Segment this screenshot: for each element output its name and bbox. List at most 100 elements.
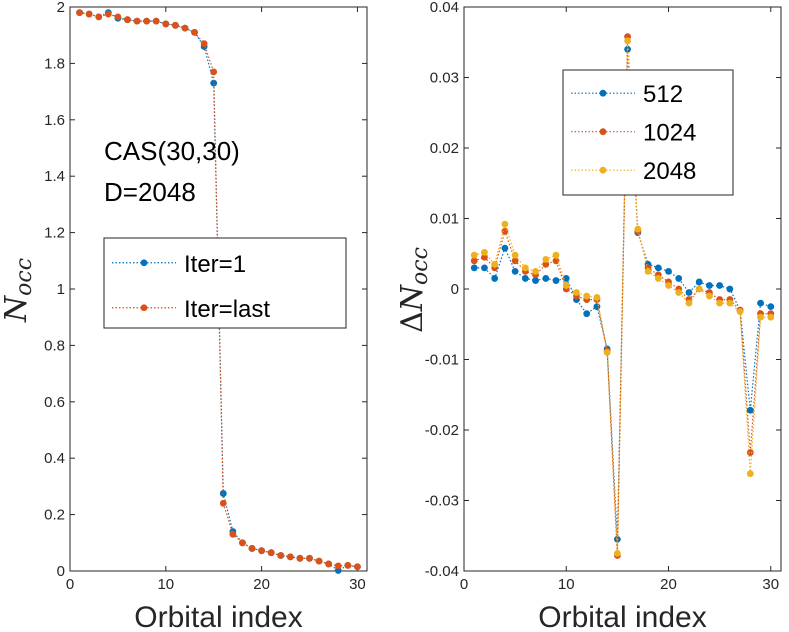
legend-box: [562, 69, 734, 196]
y-tick-label: -0.01: [425, 352, 459, 369]
data-point: [491, 275, 499, 282]
data-point: [491, 260, 499, 268]
data-point: [344, 561, 352, 569]
data-point: [654, 264, 662, 272]
legend-marker: [140, 304, 148, 312]
data-point: [171, 21, 179, 29]
data-point: [104, 10, 112, 18]
chart-panel-2: 0 10 20 30 -0.04 -0.03 -0.02 -0.01 0 0.01 0.02 0.03…: [395, 0, 782, 632]
data-point: [76, 9, 83, 17]
y-tick-label: 0.4: [44, 450, 65, 467]
data-point: [706, 292, 713, 300]
data-point: [470, 264, 478, 272]
data-point: [511, 267, 519, 275]
legend-entry: 1024: [643, 120, 696, 147]
data-point: [716, 299, 724, 307]
x-axis-label: Orbital index: [538, 601, 706, 632]
data-point: [706, 282, 713, 289]
y-tick-label: 0: [451, 281, 459, 298]
legend: Iter=1 Iter=last: [103, 237, 347, 329]
y-axis-label-prefix: Δ: [395, 311, 430, 333]
data-point: [470, 257, 478, 265]
data-point: [334, 562, 342, 570]
data-point: [634, 225, 642, 233]
data-point: [219, 499, 227, 507]
data-point: [726, 299, 734, 307]
x-tick-label: 20: [253, 576, 270, 593]
data-point: [152, 17, 160, 25]
data-point: [325, 560, 333, 568]
y-tick-label: 0.6: [44, 394, 65, 411]
data-point: [767, 313, 775, 321]
data-point: [200, 40, 208, 48]
x-tick-label: 10: [558, 576, 575, 593]
y-axis-label-sub: occ: [12, 258, 37, 296]
data-point: [521, 275, 529, 282]
chart-panel-1: 0 10 20 30 0 0.2 0.4 0.6 0.8 1 1.2 1.4 1.6 1.8 2 Orbita…: [0, 0, 368, 632]
data-point: [685, 299, 693, 307]
data-point: [315, 557, 323, 565]
data-point: [267, 549, 275, 557]
y-tick-label: 0: [57, 563, 65, 580]
data-point: [286, 553, 294, 561]
data-point: [757, 299, 764, 307]
data-point: [746, 406, 754, 414]
y-tick-label: 0.04: [430, 0, 459, 16]
y-tick-label: -0.04: [425, 563, 459, 580]
legend-entry: Iter=1: [184, 251, 246, 278]
y-tick-label: 1.2: [44, 225, 65, 242]
annotation-text: D=2048: [104, 177, 196, 207]
data-point: [133, 17, 141, 25]
data-point: [746, 470, 754, 478]
x-tick-label: 10: [157, 576, 174, 593]
x-tick-label: 20: [660, 576, 677, 593]
data-point: [665, 267, 672, 275]
data-point: [210, 68, 218, 76]
data-point: [114, 13, 122, 21]
legend-marker: [599, 128, 607, 136]
data-point: [757, 313, 764, 321]
data-point: [511, 257, 519, 265]
legend-box: [103, 237, 347, 329]
data-point: [85, 10, 93, 18]
data-point: [583, 310, 591, 318]
data-point: [296, 554, 304, 562]
data-point: [726, 285, 734, 293]
data-point: [143, 17, 151, 25]
data-point: [532, 267, 539, 275]
data-point: [624, 37, 632, 45]
data-point: [542, 255, 550, 263]
data-point: [716, 282, 724, 289]
data-point: [501, 220, 509, 228]
x-tick-label: 30: [762, 576, 779, 593]
y-axis-label-sub: occ: [408, 247, 433, 285]
data-point: [258, 547, 266, 555]
y-tick-label: 2: [57, 0, 65, 16]
data-point: [613, 549, 621, 557]
data-point: [521, 264, 529, 272]
legend: 512 1024 2048: [562, 69, 734, 196]
data-point: [306, 554, 313, 562]
data-point: [644, 267, 652, 275]
y-tick-label: -0.02: [425, 422, 459, 439]
data-point: [695, 278, 703, 286]
data-point: [95, 13, 103, 21]
data-point: [248, 545, 256, 552]
data-point: [501, 244, 509, 252]
data-point: [162, 20, 170, 28]
data-point: [552, 277, 560, 284]
y-axis-label: Nocc: [0, 258, 37, 323]
data-point: [210, 79, 218, 87]
data-point: [481, 253, 488, 261]
y-tick-label: 1.8: [44, 55, 65, 72]
data-point: [695, 285, 703, 293]
data-point: [573, 289, 580, 296]
data-point: [665, 282, 672, 289]
data-point: [675, 275, 683, 282]
data-point: [746, 449, 754, 456]
y-axis-label-main: N: [395, 283, 430, 312]
x-axis-label: Orbital index: [134, 601, 302, 632]
data-point: [191, 28, 198, 36]
y-tick-label: 0.03: [430, 70, 459, 87]
